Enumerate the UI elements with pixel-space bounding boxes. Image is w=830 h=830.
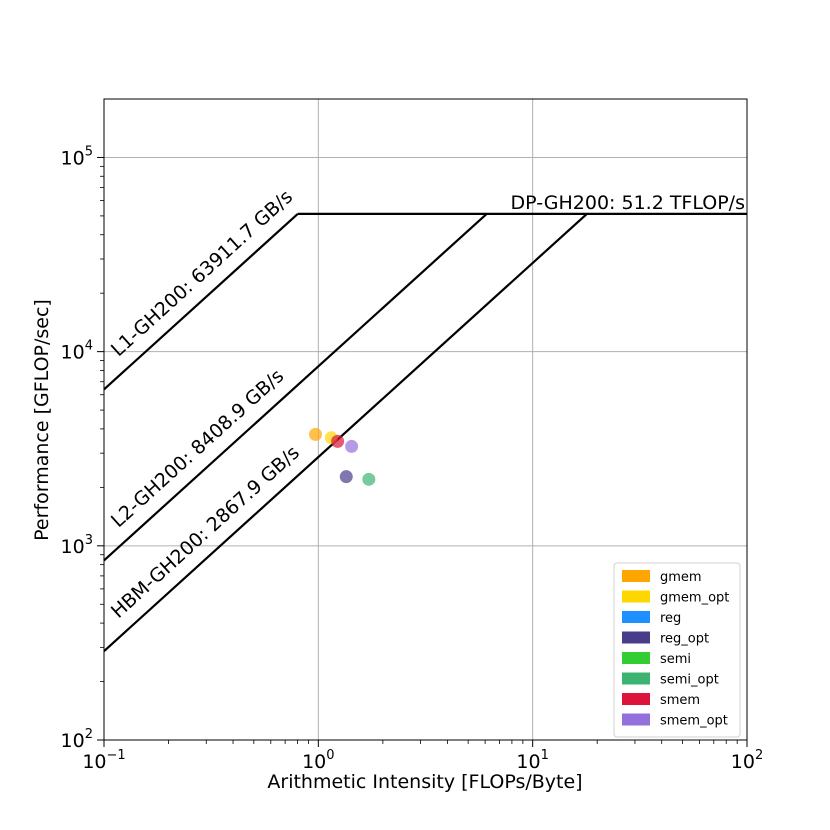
legend-label: gmem_opt [660, 591, 729, 606]
data-point-reg-opt [339, 470, 353, 484]
legend-label: smem_opt [660, 714, 728, 729]
legend-swatch [622, 652, 650, 664]
axis-ticks: 10−1 100 101 102 102 103 104 105 [61, 144, 764, 773]
roofline-bandwidth-line [103, 213, 588, 652]
roofline-labels: L1-GH200: 63911.7 GB/sL2-GH200: 8408.9 G… [107, 186, 745, 623]
x-tick-label: 10−1 [82, 748, 125, 773]
legend-swatch [622, 570, 650, 582]
legend-swatch [622, 713, 650, 726]
legend-label: gmem [660, 570, 702, 585]
y-tick-label: 103 [61, 533, 93, 558]
roofline-label: L2-GH200: 8408.9 GB/s [107, 365, 288, 532]
compute-roof-label: DP-GH200: 51.2 TFLOP/s [511, 192, 745, 214]
legend-swatch [622, 611, 650, 623]
roofline-bandwidth-line [103, 213, 299, 391]
data-point-semi-opt [362, 472, 376, 486]
roofline-bandwidth-line [103, 213, 488, 562]
data-point-gmem [308, 427, 322, 441]
roofline-lines [103, 212, 747, 652]
data-point-smem [331, 434, 345, 448]
data-point-smem-opt [345, 439, 359, 453]
legend-swatch [622, 631, 650, 644]
x-tick-label: 101 [516, 748, 548, 773]
y-tick-label: 102 [61, 727, 93, 752]
legend-box [613, 562, 741, 738]
legend-label: semi_opt [660, 673, 719, 688]
roofline-label: L1-GH200: 63911.7 GB/s [107, 186, 297, 361]
legend-label: semi [660, 652, 691, 667]
legend-swatch [622, 590, 650, 603]
legend-swatch [622, 672, 650, 685]
legend-label: reg_opt [660, 632, 709, 647]
y-tick-label: 104 [61, 339, 93, 364]
legend-label: reg [660, 611, 681, 626]
y-tick-label: 105 [61, 144, 93, 169]
legend-swatch [622, 693, 650, 705]
y-axis-label: Performance [GFLOP/sec] [31, 299, 53, 541]
x-tick-label: 102 [731, 748, 763, 773]
plot-area-border [103, 98, 748, 741]
data-points [308, 427, 376, 486]
x-axis-label: Arithmetic Intensity [FLOPs/Byte] [267, 771, 582, 793]
x-tick-label: 100 [302, 748, 334, 773]
legend-label: smem [660, 693, 700, 708]
